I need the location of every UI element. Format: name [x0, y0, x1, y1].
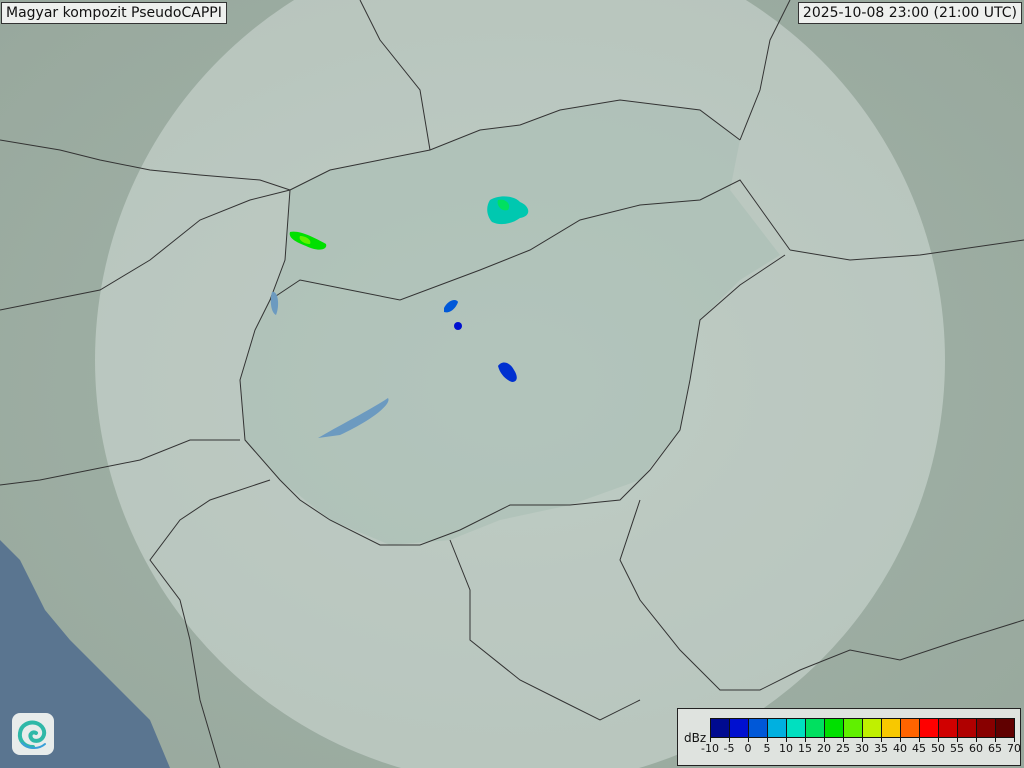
legend-swatch: [977, 719, 996, 737]
legend-tick-mark: [824, 738, 825, 742]
legend-tick-label: 45: [912, 742, 926, 755]
legend-ticks: -10 -5 0 5 10 15 20 25 30 35 40 45 50 55 60 65 70: [701, 738, 1021, 758]
legend-swatch: [920, 719, 939, 737]
legend-swatch: [806, 719, 825, 737]
legend-tick-label: 15: [798, 742, 812, 755]
legend-tick-label: 55: [950, 742, 964, 755]
legend-swatch: [825, 719, 844, 737]
adriatic-sea: [0, 540, 170, 768]
legend-tick-label: 35: [874, 742, 888, 755]
legend-swatch: [996, 719, 1014, 737]
legend-swatch: [958, 719, 977, 737]
legend-swatch: [711, 719, 730, 737]
legend-tick-label: 60: [969, 742, 983, 755]
legend-tick-mark: [862, 738, 863, 742]
legend-tick-label: 0: [744, 742, 752, 755]
legend-unit: dBz: [684, 731, 707, 745]
hungary-region: [240, 100, 780, 545]
legend-tick-mark: [843, 738, 844, 742]
legend-tick-mark: [976, 738, 977, 742]
dbz-legend: dBz -10 -5 0 5 10 15 20 25 30 35 40 45 50 55 60 65 70: [677, 708, 1021, 766]
legend-tick-mark: [710, 738, 711, 742]
echo-budapest: [444, 300, 458, 313]
timestamp-label: 2025-10-08 23:00 (21:00 UTC): [797, 2, 1022, 24]
legend-tick-mark: [957, 738, 958, 742]
legend-swatch: [787, 719, 806, 737]
legend-tick-label: 30: [855, 742, 869, 755]
legend-color-bar: [710, 718, 1015, 738]
legend-swatch: [939, 719, 958, 737]
legend-tick-label: 50: [931, 742, 945, 755]
legend-tick-label: -5: [723, 742, 735, 755]
legend-tick-label: 65: [988, 742, 1002, 755]
legend-tick-mark: [1014, 738, 1015, 742]
product-title: Magyar kompozit PseudoCAPPI: [1, 2, 227, 24]
legend-swatch: [749, 719, 768, 737]
legend-tick-mark: [786, 738, 787, 742]
echo-south: [498, 362, 517, 382]
legend-swatch: [901, 719, 920, 737]
legend-swatch: [768, 719, 787, 737]
legend-tick-label: 25: [836, 742, 850, 755]
legend-tick-label: 40: [893, 742, 907, 755]
legend-tick-mark: [748, 738, 749, 742]
echo-north: [487, 196, 529, 225]
legend-tick-label: 70: [1007, 742, 1021, 755]
legend-swatch: [882, 719, 901, 737]
legend-tick-mark: [729, 738, 730, 742]
legend-swatch: [863, 719, 882, 737]
legend-tick-mark: [938, 738, 939, 742]
swirl-logo-icon: [12, 713, 54, 755]
radar-coverage-area: [95, 0, 945, 768]
legend-tick-mark: [900, 738, 901, 742]
legend-tick-label: -10: [701, 742, 719, 755]
legend-tick-mark: [881, 738, 882, 742]
legend-tick-mark: [995, 738, 996, 742]
legend-tick-mark: [805, 738, 806, 742]
legend-tick-label: 10: [779, 742, 793, 755]
lakes: [270, 291, 389, 438]
legend-swatch: [844, 719, 863, 737]
legend-tick-label: 20: [817, 742, 831, 755]
legend-tick-mark: [919, 738, 920, 742]
legend-swatch: [730, 719, 749, 737]
radar-echoes: [289, 196, 529, 382]
legend-tick-mark: [767, 738, 768, 742]
legend-tick-label: 5: [763, 742, 771, 755]
